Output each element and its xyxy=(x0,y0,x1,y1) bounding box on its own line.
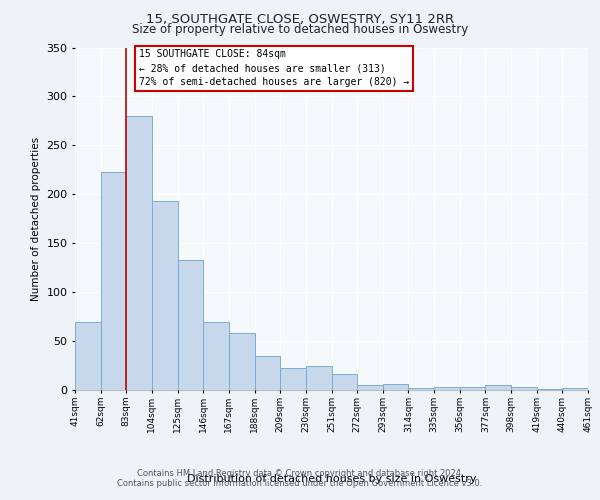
Text: Contains public sector information licensed under the Open Government Licence v3: Contains public sector information licen… xyxy=(118,478,482,488)
Bar xyxy=(203,322,229,390)
Bar xyxy=(306,366,331,390)
Text: Size of property relative to detached houses in Oswestry: Size of property relative to detached ho… xyxy=(132,22,468,36)
Bar xyxy=(383,384,409,390)
Bar xyxy=(280,368,306,390)
Y-axis label: Number of detached properties: Number of detached properties xyxy=(31,136,41,301)
Bar xyxy=(229,333,254,390)
Bar xyxy=(485,385,511,390)
X-axis label: Distribution of detached houses by size in Oswestry: Distribution of detached houses by size … xyxy=(187,474,476,484)
Text: 15, SOUTHGATE CLOSE, OSWESTRY, SY11 2RR: 15, SOUTHGATE CLOSE, OSWESTRY, SY11 2RR xyxy=(146,12,454,26)
Bar xyxy=(152,201,178,390)
Bar xyxy=(254,356,280,390)
Bar xyxy=(537,389,562,390)
Bar xyxy=(357,385,383,390)
Bar xyxy=(434,387,460,390)
Text: Contains HM Land Registry data © Crown copyright and database right 2024.: Contains HM Land Registry data © Crown c… xyxy=(137,468,463,477)
Bar xyxy=(562,388,588,390)
Bar xyxy=(460,387,485,390)
Bar xyxy=(409,388,434,390)
Bar xyxy=(101,172,127,390)
Bar xyxy=(75,322,101,390)
Bar xyxy=(331,374,357,390)
Text: 15 SOUTHGATE CLOSE: 84sqm
← 28% of detached houses are smaller (313)
72% of semi: 15 SOUTHGATE CLOSE: 84sqm ← 28% of detac… xyxy=(139,50,409,88)
Bar xyxy=(511,387,537,390)
Bar xyxy=(127,116,152,390)
Bar xyxy=(178,260,203,390)
